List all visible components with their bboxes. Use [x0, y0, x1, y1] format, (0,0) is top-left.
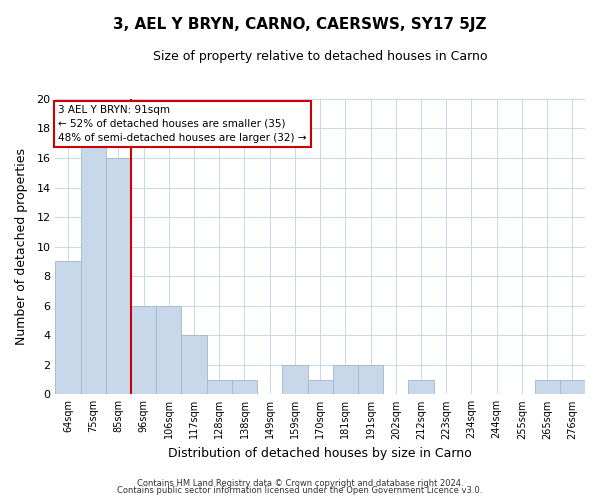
Bar	[55, 262, 80, 394]
Text: 3, AEL Y BRYN, CARNO, CAERSWS, SY17 5JZ: 3, AEL Y BRYN, CARNO, CAERSWS, SY17 5JZ	[113, 18, 487, 32]
Bar	[283, 365, 308, 394]
Bar	[106, 158, 131, 394]
Bar	[535, 380, 560, 394]
Text: Contains HM Land Registry data © Crown copyright and database right 2024.: Contains HM Land Registry data © Crown c…	[137, 478, 463, 488]
Bar	[206, 380, 232, 394]
Text: 3 AEL Y BRYN: 91sqm
← 52% of detached houses are smaller (35)
48% of semi-detach: 3 AEL Y BRYN: 91sqm ← 52% of detached ho…	[58, 105, 307, 143]
Y-axis label: Number of detached properties: Number of detached properties	[15, 148, 28, 345]
Title: Size of property relative to detached houses in Carno: Size of property relative to detached ho…	[153, 50, 487, 63]
Bar	[308, 380, 333, 394]
Bar	[131, 306, 156, 394]
Bar	[560, 380, 585, 394]
Bar	[232, 380, 257, 394]
Bar	[358, 365, 383, 394]
X-axis label: Distribution of detached houses by size in Carno: Distribution of detached houses by size …	[168, 447, 472, 460]
Bar	[181, 335, 206, 394]
Bar	[409, 380, 434, 394]
Bar	[80, 143, 106, 395]
Text: Contains public sector information licensed under the Open Government Licence v3: Contains public sector information licen…	[118, 486, 482, 495]
Bar	[333, 365, 358, 394]
Bar	[156, 306, 181, 394]
